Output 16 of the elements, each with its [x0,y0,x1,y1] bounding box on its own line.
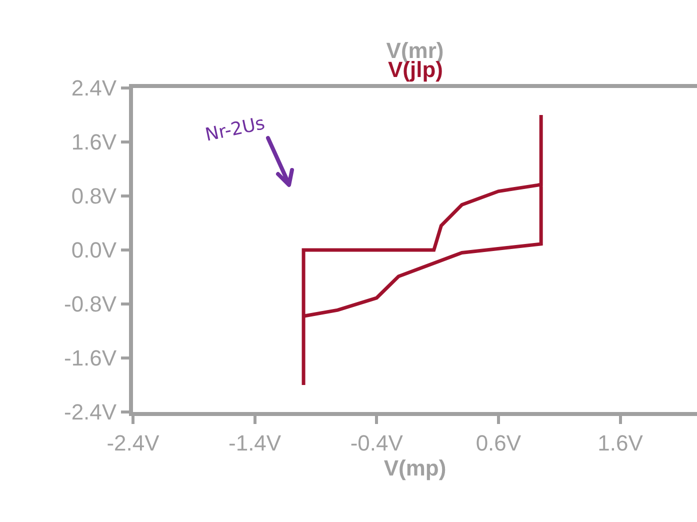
x-tick-label: -2.4V [106,430,160,456]
y-tick-label: -0.8V [64,292,117,317]
line-series [302,113,543,387]
x-tick-label: 0.6V [476,430,522,456]
y-tick-label: 2.4V [71,76,117,101]
chart-title: V(mr) [386,38,444,63]
y-tick-label: 0.0V [71,238,117,263]
y-tick-label: 1.6V [71,130,117,155]
x-tick-label: -1.4V [228,430,282,456]
x-tick-label: 1.6V [598,430,644,456]
y-tick-label: 0.8V [71,184,117,209]
x-axis-title: V(mp) [384,455,446,480]
annotation: Nr-2Us [203,112,267,146]
y-tick-label: -2.4V [64,400,117,425]
y-tick-label: -1.6V [64,346,117,371]
x-tick-label: -0.4V [350,430,404,456]
